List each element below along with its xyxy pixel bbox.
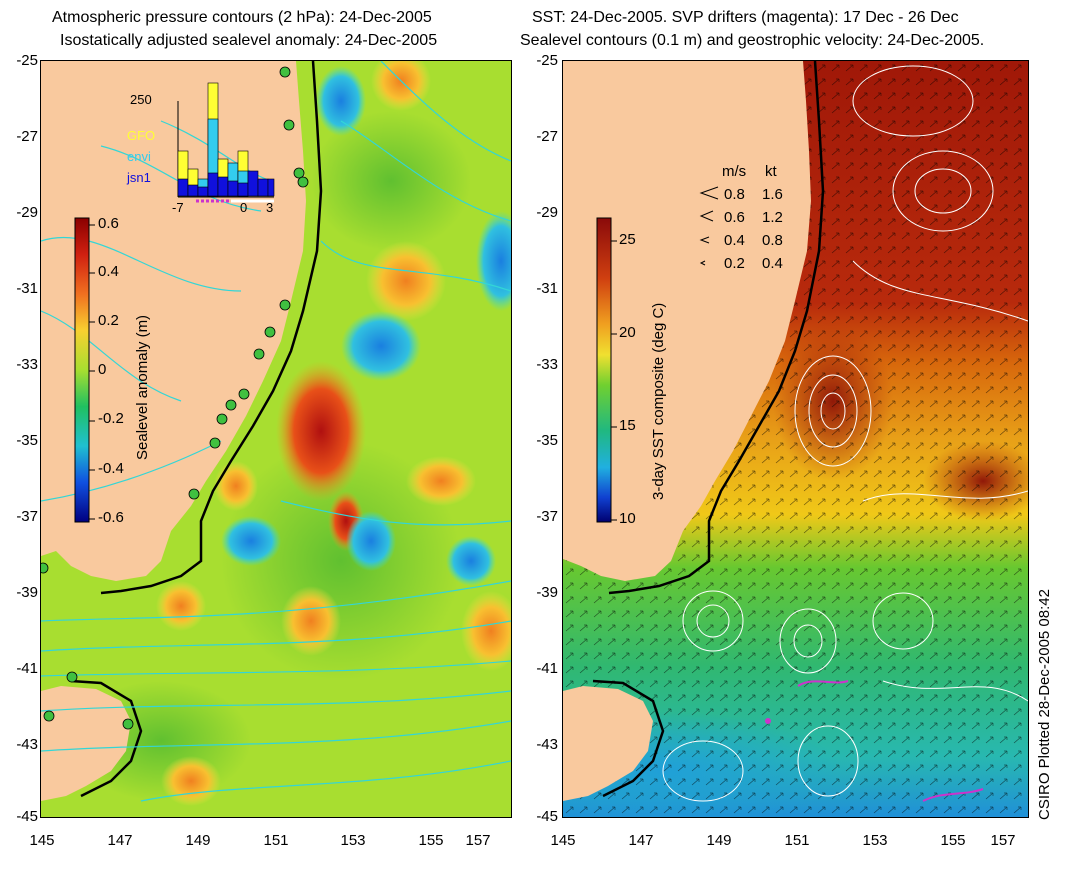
sla-tick-0: 0.6 [98,215,119,232]
sealevel-anomaly-map-svg [41,61,511,817]
right-xtick-4: 153 [862,832,888,849]
velocity-header-kt: kt [765,163,777,180]
inset-xtick-0: -7 [172,200,184,215]
left-ytick-6: -37 [16,508,38,525]
left-ytick-5: -35 [16,432,38,449]
inset-max-label: 250 [130,92,152,107]
sst-colorbar-label: 3-day SST composite (deg C) [650,302,667,500]
sla-tick-2: 0.2 [98,312,119,329]
sst-tick-0: 25 [619,231,636,248]
left-title-line2: Isostatically adjusted sealevel anomaly:… [60,32,438,49]
left-ytick-8: -41 [16,660,38,677]
velocity-row-2-kt: 0.8 [762,232,783,249]
left-title-line1: Atmospheric pressure contours (2 hPa): 2… [52,9,432,26]
left-xtick-6: 157 [465,832,491,849]
sla-tick-5: -0.4 [98,460,124,477]
sst-colorbar [596,217,612,523]
left-xtick-5: 155 [418,832,444,849]
right-ytick-8: -41 [536,660,558,677]
inset-legend-jsn1: jsn1 [127,170,151,185]
left-ytick-2: -29 [16,204,38,221]
right-xtick-3: 151 [784,832,810,849]
inset-legend-gfo: GFO [127,128,156,143]
left-xtick-2: 149 [185,832,211,849]
sst-tick-1: 20 [619,324,636,341]
velocity-header-ms: m/s [722,163,747,180]
right-xtick-5: 155 [940,832,966,849]
left-ytick-10: -45 [16,808,38,825]
left-xtick-0: 145 [29,832,55,849]
left-xtick-4: 153 [340,832,366,849]
velocity-row-1-ms: 0.6 [724,209,745,226]
altimeter-inset-histogram [177,82,275,203]
right-ytick-9: -43 [536,736,558,753]
sla-tick-1: 0.4 [98,263,119,280]
right-ytick-3: -31 [536,280,558,297]
sla-tick-6: -0.6 [98,509,124,526]
inset-xtick-1: 0 [240,200,248,215]
right-ytick-7: -39 [536,584,558,601]
left-ytick-4: -33 [16,356,38,373]
left-ytick-3: -31 [16,280,38,297]
velocity-row-0-ms: 0.8 [724,186,745,203]
velocity-row-0-kt: 1.6 [762,186,783,203]
sla-colorbar-label: Sealevel anomaly (m) [134,314,151,460]
right-ytick-4: -33 [536,356,558,373]
velocity-row-3-ms: 0.2 [724,255,745,272]
left-xtick-3: 151 [263,832,289,849]
sst-map [562,60,1029,818]
right-ytick-1: -27 [536,128,558,145]
sealevel-anomaly-map [40,60,512,818]
sla-tick-3: 0 [98,361,107,378]
right-ytick-10: -45 [536,808,558,825]
velocity-row-1-kt: 1.2 [762,209,783,226]
left-ytick-9: -43 [16,736,38,753]
right-title-line1: SST: 24-Dec-2005. SVP drifters (magenta)… [532,9,959,26]
left-ytick-1: -27 [16,128,38,145]
right-title-line2: Sealevel contours (0.1 m) and geostrophi… [520,32,985,49]
right-xtick-0: 145 [550,832,576,849]
inset-xtick-2: 3 [266,200,274,215]
sst-map-svg [563,61,1028,817]
left-xtick-1: 147 [107,832,133,849]
right-ytick-0: -25 [536,52,558,69]
right-ytick-6: -37 [536,508,558,525]
plot-credit: CSIRO Plotted 28-Dec-2005 08:42 [1036,589,1053,820]
sst-tick-3: 10 [619,510,636,527]
right-ytick-5: -35 [536,432,558,449]
right-ytick-2: -29 [536,204,558,221]
right-xtick-6: 157 [990,832,1016,849]
sla-tick-4: -0.2 [98,410,124,427]
velocity-row-3-kt: 0.4 [762,255,783,272]
left-ytick-0: -25 [16,52,38,69]
sealevel-colorbar [74,217,90,523]
right-xtick-2: 149 [706,832,732,849]
sst-tick-2: 15 [619,417,636,434]
right-xtick-1: 147 [628,832,654,849]
velocity-row-2-ms: 0.4 [724,232,745,249]
left-ytick-7: -39 [16,584,38,601]
inset-legend-envi: envi [127,149,151,164]
